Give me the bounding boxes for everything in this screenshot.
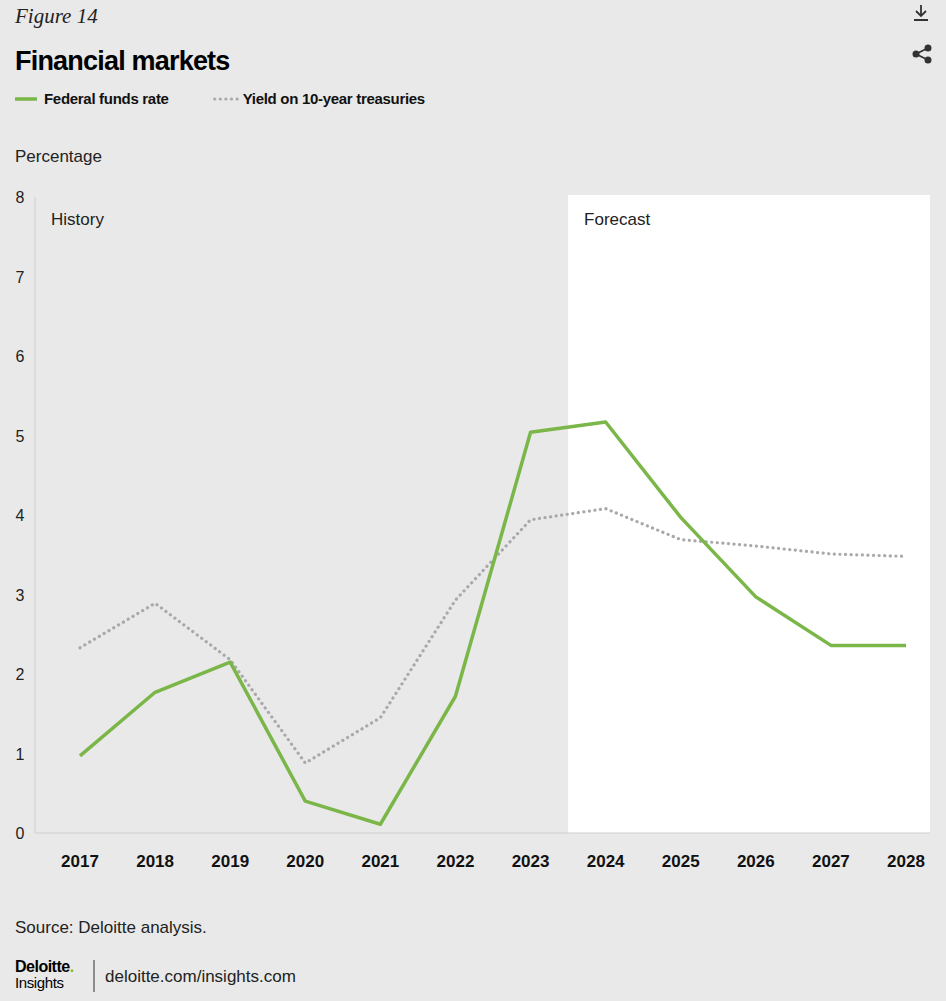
x-tick-label: 2019	[211, 852, 249, 871]
x-tick-label: 2018	[136, 852, 174, 871]
x-tick-label: 2024	[587, 852, 625, 871]
logo-separator	[94, 960, 95, 992]
x-tick-label: 2027	[812, 852, 850, 871]
y-tick-label: 0	[16, 825, 25, 842]
chart: Figure 14 Financial markets Federal funds …	[0, 0, 946, 1001]
y-tick-label: 3	[16, 587, 25, 604]
logo-brand-word: Deloitte	[15, 958, 70, 975]
icons	[913, 5, 930, 63]
y-tick-label: 2	[16, 666, 25, 683]
x-axis-line	[35, 833, 930, 834]
y-tick-label: 1	[16, 746, 25, 763]
source: Source: Deloitte analysis.	[15, 918, 207, 937]
y-tick-label: 5	[16, 428, 25, 445]
series-line	[80, 509, 906, 763]
y-tick-label: 7	[16, 269, 25, 286]
background	[0, 0, 946, 1001]
legend-swatch	[15, 97, 37, 101]
y-axis-label: Percentage	[15, 147, 102, 166]
download-icon[interactable]	[914, 5, 928, 20]
series-lines	[80, 422, 906, 824]
logo-brand-dot: .	[70, 958, 74, 975]
annotation: History	[51, 210, 104, 229]
legend: Federal funds rate Yield on 10-year treas…	[15, 90, 425, 107]
y-tick-label: 8	[16, 189, 25, 206]
legend-item: Yield on 10-year treasuries	[215, 90, 425, 107]
logo-brand: Deloitte.	[15, 958, 74, 975]
logo-sub: Insights	[15, 974, 64, 991]
x-tick-label: 2028	[887, 852, 925, 871]
x-tick-label: 2021	[361, 852, 399, 871]
url: deloitte.com/insights.com	[105, 967, 296, 986]
legend-item: Federal funds rate	[15, 90, 169, 107]
x-tick-label: 2022	[437, 852, 475, 871]
x-tick-label: 2017	[61, 852, 99, 871]
x-tick-label: 2020	[286, 852, 324, 871]
y-axis-line	[35, 197, 36, 833]
series-line	[80, 422, 906, 824]
share-icon	[916, 48, 928, 60]
legend-label: Federal funds rate	[44, 90, 169, 107]
title: Financial markets	[15, 46, 230, 76]
y-tick-label: 4	[16, 507, 25, 524]
x-tick-label: 2026	[737, 852, 775, 871]
y-tick-label: 6	[16, 348, 25, 365]
x-tick-label: 2023	[512, 852, 550, 871]
annotation: Forecast	[584, 210, 650, 229]
x-tick-label: 2025	[662, 852, 700, 871]
legend-label: Yield on 10-year treasuries	[243, 90, 425, 107]
legend-swatch	[215, 97, 238, 100]
figure-label: Figure 14	[14, 4, 98, 28]
